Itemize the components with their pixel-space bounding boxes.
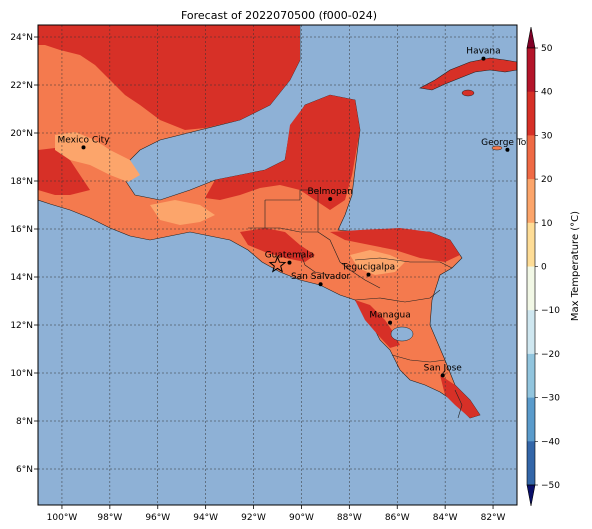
field-30-40-nicaragua xyxy=(355,300,400,348)
colorbar-segment xyxy=(527,91,535,136)
field-30-40-west-coast xyxy=(38,148,90,195)
graticule xyxy=(38,25,517,505)
map-panel: 100°W 98°W 96°W 94°W 92°W 90°W 88°W 86°W 84°W 82°… xyxy=(10,24,534,523)
colorbar-tick-label: 30 xyxy=(541,131,553,141)
map-frame xyxy=(37,24,518,506)
x-tick-label: 98°W xyxy=(97,513,122,523)
city-label: Mexico City xyxy=(58,135,111,145)
land-cayman xyxy=(491,145,503,151)
map-title: Forecast of 2022070500 (f000-024) xyxy=(181,9,377,22)
y-tick-label: 22°N xyxy=(10,81,33,91)
city-dot xyxy=(440,373,445,378)
x-tick-label: 86°W xyxy=(385,513,410,523)
y-tick-label: 20°N xyxy=(10,129,33,139)
city-label: San Jose xyxy=(424,363,463,373)
y-tick-label: 16°N xyxy=(10,225,33,235)
colorbar-tick-label: −10 xyxy=(541,306,560,316)
city-label: Havana xyxy=(466,47,500,57)
city-dot xyxy=(388,320,393,325)
colorbar-tick-label: 20 xyxy=(541,175,553,185)
x-tick-label: 82°W xyxy=(481,513,506,523)
colorbar: 50 40 30 20 10 0 −10 −20 −30 −40 −50 Max Temperatu… xyxy=(526,26,581,507)
x-tick-label: 88°W xyxy=(337,513,362,523)
colorbar-segment xyxy=(527,310,535,355)
field-10-20-honduras xyxy=(350,250,405,275)
star-marker xyxy=(268,255,287,273)
colorbar-segment xyxy=(527,353,535,399)
city-dot xyxy=(328,197,333,201)
field-10-20-oaxaca xyxy=(150,200,215,225)
colorbar-tick-label: 0 xyxy=(541,263,547,273)
y-tick-label: 8°N xyxy=(16,417,33,427)
city-dot xyxy=(366,272,371,277)
x-tick-label: 90°W xyxy=(289,513,314,523)
y-axis-ticks: 24°N 22°N 20°N 18°N 16°N 14°N 12°N 10°N 8°N 6°N xyxy=(10,33,38,475)
country-borders xyxy=(248,189,463,419)
field-30-40-panama xyxy=(440,375,480,418)
city-label: Guatemala xyxy=(265,251,315,261)
colorbar-segment xyxy=(527,179,535,224)
y-tick-label: 10°N xyxy=(10,369,33,379)
city-markers: Havana Mexico City George Tow Belmopan Guate… xyxy=(58,47,534,378)
x-tick-label: 94°W xyxy=(193,513,218,523)
colorbar-segment xyxy=(527,266,535,311)
y-tick-label: 14°N xyxy=(10,273,33,283)
field-30-40-guatemala xyxy=(240,228,315,262)
city-label: Managua xyxy=(369,311,410,321)
x-tick-label: 84°W xyxy=(433,513,458,523)
colorbar-extend-min xyxy=(526,484,536,507)
x-tick-label: 92°W xyxy=(241,513,266,523)
land-mexico-central-america xyxy=(38,25,481,419)
land-cuba xyxy=(419,57,517,91)
colorbar-tick-label: −20 xyxy=(541,350,560,360)
colorbar-extend-max xyxy=(526,26,536,49)
city-label: Belmopan xyxy=(307,187,352,197)
colorbar-tick-label: 40 xyxy=(541,88,553,98)
colorbar-tick-label: −50 xyxy=(541,481,560,491)
colorbar-segment xyxy=(527,135,535,180)
colorbar-segment xyxy=(527,222,535,267)
city-dot xyxy=(505,147,510,152)
city-dot xyxy=(481,56,486,61)
colorbar-tick-label: 50 xyxy=(541,44,553,54)
colorbar-segment xyxy=(527,441,535,486)
city-label: George Tow xyxy=(481,138,534,148)
field-30-40-honduras xyxy=(330,228,460,262)
x-axis-ticks: 100°W 98°W 96°W 94°W 92°W 90°W 88°W 86°W 84°W 82°… xyxy=(47,505,506,523)
city-dot xyxy=(318,282,323,287)
colorbar-label: Max Temperature (°C) xyxy=(570,211,581,321)
colorbar-tick-label: −40 xyxy=(541,437,560,447)
city-label: San Salvador xyxy=(291,272,351,282)
colorbar-segment xyxy=(527,48,535,93)
land-isla-juventud xyxy=(461,89,475,97)
colorbar-tick-label: −30 xyxy=(541,394,560,404)
y-tick-label: 12°N xyxy=(10,321,33,331)
colorbar-tick-label: 10 xyxy=(541,219,553,229)
field-10-20-highlands xyxy=(55,132,140,182)
colorbar-segment xyxy=(527,397,535,442)
x-tick-label: 96°W xyxy=(145,513,170,523)
y-tick-label: 24°N xyxy=(10,33,33,43)
city-dot xyxy=(81,145,86,150)
y-tick-label: 6°N xyxy=(16,465,33,475)
x-tick-label: 100°W xyxy=(47,513,78,523)
field-30-40-north xyxy=(38,25,300,130)
lake-nicaragua xyxy=(390,326,414,342)
y-tick-label: 18°N xyxy=(10,177,33,187)
star-icon xyxy=(268,255,287,273)
city-dot xyxy=(287,260,292,265)
city-label: Tegucigalpa xyxy=(341,263,395,273)
